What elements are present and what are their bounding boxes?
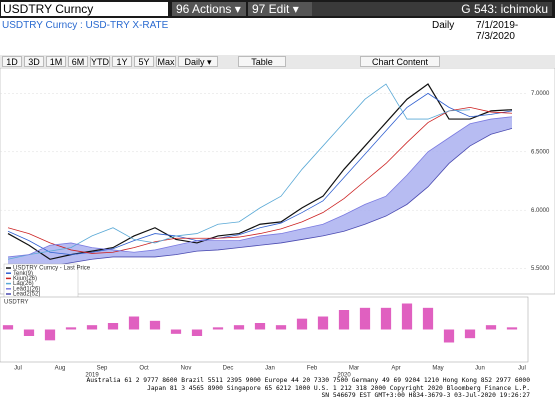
y-tick-label: 6.0000: [531, 208, 550, 214]
x-tick-label: Nov: [181, 366, 192, 372]
actions-menu[interactable]: 96 Actions ▾: [172, 2, 246, 16]
period-button[interactable]: 1M: [46, 56, 66, 67]
period-button[interactable]: YTD: [90, 56, 110, 67]
histogram-bar: [44, 329, 56, 341]
histogram-bar: [275, 325, 287, 330]
period-button[interactable]: 1D: [2, 56, 22, 67]
x-tick-label: Jan: [265, 366, 275, 372]
legend-label: Lead2(52): [13, 292, 40, 298]
y-tick-label: 7.0000: [531, 91, 550, 97]
footer-line: Australia 61 2 9777 8600 Brazil 5511 239…: [86, 377, 530, 384]
x-tick-label: Mar: [349, 366, 359, 372]
series-line: [7, 116, 513, 258]
histogram-bar: [422, 307, 434, 330]
series-line: [7, 92, 513, 256]
legend-label: Lag(26): [13, 281, 34, 287]
histogram-bar: [128, 316, 140, 330]
period-button[interactable]: Max: [156, 56, 176, 67]
y-tick-label: 6.5000: [531, 149, 550, 155]
histogram-bar: [149, 320, 161, 330]
histogram-bar: [401, 303, 413, 330]
year-label: 2020: [337, 373, 351, 378]
histogram-bar: [233, 325, 245, 330]
chart-area: 5.5000 6.0000 6.5000 7.0000 USDTRY Curncy - …: [0, 68, 555, 378]
chart-content-button[interactable]: Chart Content: [360, 56, 440, 67]
frequency: Daily: [432, 20, 455, 31]
edit-menu[interactable]: 97 Edit ▾: [248, 2, 312, 16]
legend-label: Kijun(26): [13, 276, 37, 282]
period-button[interactable]: Daily ▾: [178, 56, 218, 67]
histogram-bar: [107, 323, 119, 330]
legend-label: Tenk(9): [13, 271, 33, 277]
ichimoku-cloud: [8, 116, 512, 275]
x-tick-label: Sep: [97, 366, 108, 372]
series-line: [7, 83, 513, 260]
period-button[interactable]: 3D: [24, 56, 44, 67]
histogram-bar: [296, 318, 308, 330]
histogram-bar: [380, 307, 392, 330]
series-line: [7, 83, 471, 260]
footer-line: SN 546679 EST GMT+3:00 H834-3679-3 03-Ju…: [321, 392, 530, 399]
page-label: G 543: ichimoku: [312, 2, 552, 16]
x-tick-label: Oct: [139, 366, 149, 372]
histogram-bar: [254, 323, 266, 330]
histogram-bar: [191, 329, 203, 336]
table-button[interactable]: Table: [238, 56, 286, 67]
histogram-bar: [485, 325, 497, 330]
histogram-bar: [23, 329, 35, 336]
x-tick-label: Jul: [518, 366, 526, 372]
x-tick-label: Dec: [223, 366, 234, 372]
histogram-bar: [170, 329, 182, 334]
x-tick-label: Jul: [14, 366, 22, 372]
footer: Australia 61 2 9777 8600 Brazil 5511 239…: [0, 377, 555, 400]
legend-box: [3, 263, 79, 299]
period-button[interactable]: 6M: [68, 56, 88, 67]
histogram-bar: [359, 307, 371, 330]
panel-title: USDTRY: [4, 300, 29, 306]
period-button[interactable]: 1Y: [112, 56, 132, 67]
footer-line: Japan 81 3 4565 8900 Singapore 65 6212 1…: [147, 384, 530, 392]
legend-label: USDTRY Curncy - Last Price: [13, 266, 91, 272]
x-tick-label: Jun: [475, 366, 485, 372]
sub-header: USDTRY Curncy : USD-TRY X-RATE Daily 7/1…: [0, 19, 555, 55]
toolbar: Table Chart Content 1D 3D 1M 6M YTD 1Y 5Y Max Da…: [0, 55, 555, 68]
top-bar: USDTRY Curncy 96 Actions ▾ 97 Edit ▾ G 5…: [0, 0, 555, 18]
histogram-bar: [2, 325, 14, 330]
security-name: USDTRY Curncy : USD-TRY X-RATE: [2, 20, 169, 31]
x-tick-label: May: [432, 366, 443, 372]
histogram-bar: [65, 327, 77, 330]
security-field[interactable]: USDTRY Curncy: [1, 2, 168, 16]
histogram-bar: [317, 316, 329, 330]
histogram-bar: [338, 310, 350, 330]
series-line: [7, 128, 513, 275]
year-label: 2019: [85, 373, 99, 378]
histogram-bar: [443, 329, 455, 343]
series-line: [7, 106, 513, 254]
histogram-bar: [464, 329, 476, 339]
x-tick-label: Aug: [55, 366, 66, 372]
date-range: 7/1/2019-7/3/2020: [476, 20, 519, 42]
histogram-bar: [86, 325, 98, 330]
histogram-bar: [506, 327, 518, 330]
x-tick-label: Feb: [307, 366, 318, 372]
legend-label: Lead1(26): [13, 286, 40, 292]
histogram-bar: [212, 327, 224, 330]
y-tick-label: 5.5000: [531, 266, 550, 272]
period-button[interactable]: 5Y: [134, 56, 154, 67]
x-tick-label: Apr: [391, 366, 400, 372]
